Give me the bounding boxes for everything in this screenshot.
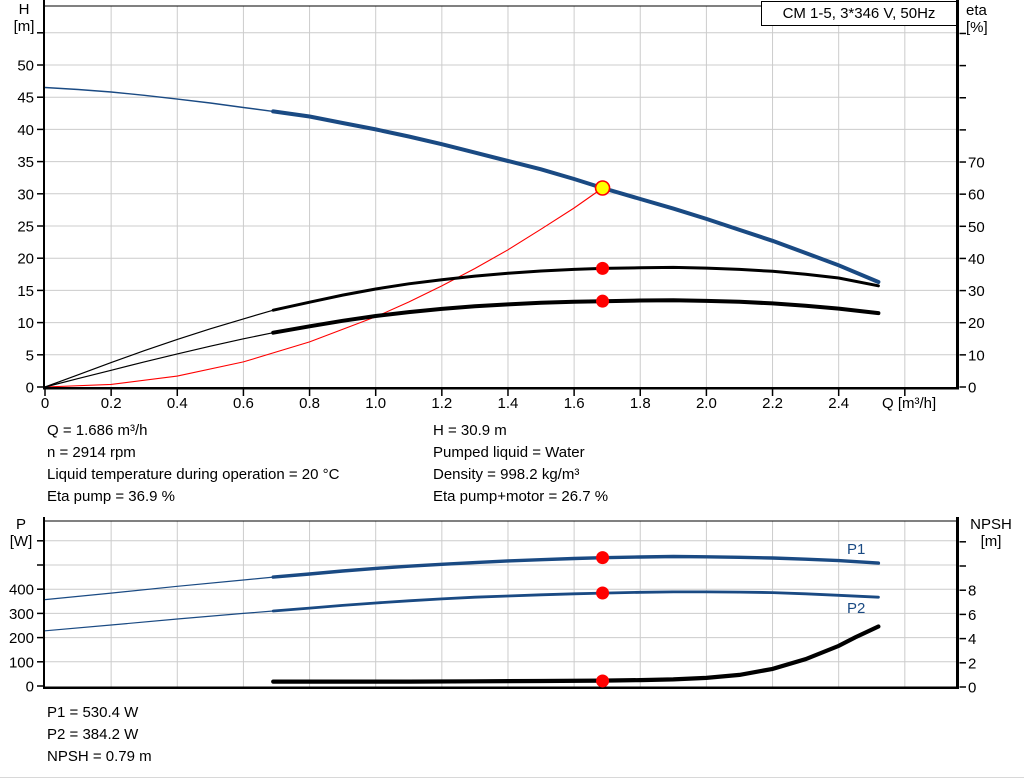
tick-label: 10 (17, 315, 34, 332)
eta-pump-curve-thin (45, 310, 273, 387)
info-line-p1: P1 = 530.4 W (47, 702, 152, 724)
operating-point-dot (596, 551, 609, 564)
tick-label: 2.0 (696, 395, 717, 412)
system-curve-curve-thin (45, 188, 603, 387)
tick-label: 4 (968, 631, 976, 648)
info-line-density: Density = 998.2 kg/m³ (433, 464, 608, 486)
eta-axis-title-symbol: eta (966, 2, 1016, 19)
p2-curve-label: P2 (847, 600, 865, 617)
tick-label: 15 (17, 283, 34, 300)
tick-label: 400 (9, 582, 34, 599)
info-line-q: Q = 1.686 m³/h (47, 420, 339, 442)
tick-label: 300 (9, 606, 34, 623)
tick-label: 1.4 (498, 395, 519, 412)
duty-point-marker[interactable] (596, 181, 610, 195)
tick-label: 60 (968, 187, 985, 204)
operating-point-dot (596, 262, 609, 275)
chart-canvas: 0510152025303540455001020304050607000.20… (0, 0, 1024, 781)
p1-curve-thin (45, 577, 273, 600)
npsh-axis-title-symbol: NPSH (962, 516, 1020, 533)
tick-label: 0 (41, 395, 49, 412)
tick-label: 0.6 (233, 395, 254, 412)
info-line-npsh: NPSH = 0.79 m (47, 746, 152, 768)
info-line-eta-pump: Eta pump = 36.9 % (47, 486, 339, 508)
p1-curve-label: P1 (847, 541, 865, 558)
power-info-column: P1 = 530.4 W P2 = 384.2 W NPSH = 0.79 m (47, 702, 152, 768)
tick-label: 40 (968, 251, 985, 268)
pump-title-box: CM 1-5, 3*346 V, 50Hz (761, 1, 957, 26)
p-axis-title-symbol: P (2, 516, 40, 533)
tick-label: 50 (968, 219, 985, 236)
p1-curve (273, 557, 878, 578)
head-curve-thin (45, 88, 273, 112)
tick-label: 20 (968, 315, 985, 332)
operating-point-dot (596, 587, 609, 600)
p-axis-title-unit: [W] (2, 533, 40, 550)
p2-curve-thin (45, 611, 273, 631)
tick-label: 30 (17, 186, 34, 203)
head-curve (273, 111, 878, 282)
tick-label: 0 (26, 679, 34, 696)
tick-label: 5 (26, 347, 34, 364)
h-axis-title-unit: [m] (4, 18, 44, 35)
h-axis-title-symbol: H (4, 1, 44, 18)
info-line-speed: n = 2914 rpm (47, 442, 339, 464)
pump-curve-panel: 0510152025303540455001020304050607000.20… (0, 0, 1024, 781)
tick-label: 8 (968, 583, 976, 600)
tick-label: 100 (9, 654, 34, 671)
tick-label: 6 (968, 607, 976, 624)
tick-label: 50 (17, 58, 34, 75)
separator-line (0, 777, 1024, 778)
h-axis-title: H [m] (4, 1, 44, 35)
tick-label: 0.8 (299, 395, 320, 412)
eta-pump-motor-curve (273, 300, 878, 333)
tick-label: 1.8 (630, 395, 651, 412)
tick-label: 0 (968, 680, 976, 697)
info-line-temperature: Liquid temperature during operation = 20… (47, 464, 339, 486)
info-line-head: H = 30.9 m (433, 420, 608, 442)
duty-info-left-column: Q = 1.686 m³/h n = 2914 rpm Liquid tempe… (47, 420, 339, 508)
tick-label: 1.2 (431, 395, 452, 412)
tick-label: 45 (17, 90, 34, 107)
npsh-axis-title: NPSH [m] (962, 516, 1020, 550)
tick-label: 40 (17, 122, 34, 139)
tick-label: 2.4 (828, 395, 849, 412)
tick-label: 0 (26, 380, 34, 397)
npsh-curve (273, 627, 878, 682)
tick-label: 1.0 (365, 395, 386, 412)
operating-point-dot (596, 295, 609, 308)
tick-label: 10 (968, 347, 985, 364)
duty-info-right-column: H = 30.9 m Pumped liquid = Water Density… (433, 420, 608, 508)
tick-label: 0.2 (101, 395, 122, 412)
p2-curve (273, 592, 878, 611)
tick-label: 0.4 (167, 395, 188, 412)
tick-label: 35 (17, 154, 34, 171)
tick-label: 25 (17, 219, 34, 236)
tick-label: 20 (17, 251, 34, 268)
info-line-liquid: Pumped liquid = Water (433, 442, 608, 464)
npsh-axis-title-unit: [m] (962, 533, 1020, 550)
eta-axis-title: eta [%] (966, 2, 1016, 36)
q-axis-title: Q [m³/h] (882, 395, 936, 412)
operating-point-dot (596, 674, 609, 687)
eta-axis-title-unit: [%] (966, 19, 1016, 36)
info-line-eta-pump-motor: Eta pump+motor = 26.7 % (433, 486, 608, 508)
tick-label: 30 (968, 283, 985, 300)
p-axis-title: P [W] (2, 516, 40, 550)
tick-label: 200 (9, 630, 34, 647)
info-line-p2: P2 = 384.2 W (47, 724, 152, 746)
tick-label: 70 (968, 155, 985, 172)
tick-label: 0 (968, 380, 976, 397)
tick-label: 2.2 (762, 395, 783, 412)
tick-label: 2 (968, 655, 976, 672)
tick-label: 1.6 (564, 395, 585, 412)
